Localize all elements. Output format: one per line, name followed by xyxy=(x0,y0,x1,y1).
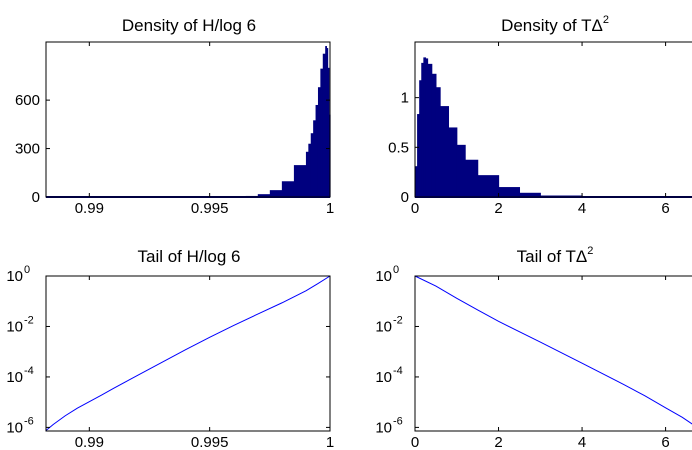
panel1-title: Density of H/log 6 xyxy=(122,16,256,35)
panel3-xtick-label: 0.99 xyxy=(75,434,104,450)
panel1-bar xyxy=(325,46,327,197)
panel3-ytick-exponent: -4 xyxy=(24,365,34,377)
panel3-ytick-label: 10 xyxy=(6,419,23,436)
panel1-bar xyxy=(317,87,321,197)
panel1-ytick-label: 300 xyxy=(15,141,40,158)
panel3-ytick-label: 10 xyxy=(6,268,23,285)
panel1-xtick-label: 1 xyxy=(326,200,334,217)
panel1-bar xyxy=(326,48,329,197)
panel4-xtick-label: 6 xyxy=(661,434,669,450)
panel2-xtick-label: 0 xyxy=(411,200,419,217)
panel4-title-delta: Δ xyxy=(576,247,587,266)
panel4-ytick-label: 10 xyxy=(375,268,392,285)
panel4-ytick-exponent: -2 xyxy=(393,314,403,326)
panel4-ytick-exponent: 0 xyxy=(393,264,399,276)
panel1-axes-box xyxy=(45,41,331,198)
panel1-ticks: 0.99 0.995 1 0 300 600 xyxy=(15,42,334,217)
panel1-bar xyxy=(322,53,326,198)
panel2-bar xyxy=(435,87,441,197)
panel3-xtick-label: 0.995 xyxy=(191,434,229,450)
panel2-bar xyxy=(415,166,418,197)
panel2-bar xyxy=(456,144,466,197)
panel4-ytick-exponent: -4 xyxy=(393,365,403,377)
panel3-ytick-label: 10 xyxy=(6,318,23,335)
panel3-line xyxy=(45,275,331,431)
panel2-bars xyxy=(415,57,692,198)
panel3-series-line xyxy=(45,275,331,431)
panel2-bar xyxy=(448,127,458,197)
panel4-ytick-label: 10 xyxy=(375,419,392,436)
panel4-line xyxy=(414,275,692,425)
panel4-title: Tail of TΔ2 xyxy=(517,245,594,266)
panel2-bar xyxy=(423,57,427,198)
panel2-bar xyxy=(498,187,521,197)
panel1-bar xyxy=(315,104,319,197)
panel1-bar xyxy=(320,68,324,197)
panel3-xtick-label: 1 xyxy=(326,434,334,450)
panel2-bar xyxy=(431,73,437,197)
panel4-xtick-label: 4 xyxy=(578,434,586,450)
panel2-bar xyxy=(477,175,500,197)
panel1-ytick-label: 600 xyxy=(15,92,40,109)
panel1-bar xyxy=(327,67,330,197)
panel1-xtick-label: 0.995 xyxy=(191,200,229,217)
panel1-bar xyxy=(293,165,307,197)
panel2-ytick-label: 0.5 xyxy=(388,139,409,156)
panel2-xtick-label: 2 xyxy=(494,200,502,217)
panel2-title-exp: 2 xyxy=(603,14,609,26)
panel4-xtick-label: 2 xyxy=(494,434,502,450)
panel2-ytick-label: 1 xyxy=(401,90,409,107)
panel2-bar xyxy=(440,106,450,197)
panel2-bar xyxy=(519,192,541,197)
panel4-xtick-label: 0 xyxy=(411,434,419,450)
panel3-axes-box xyxy=(45,275,331,432)
panel1-bar xyxy=(310,133,314,197)
panel1-bar xyxy=(257,194,271,197)
panel2-bar xyxy=(427,63,433,197)
panel3-ytick-exponent: -6 xyxy=(24,415,34,427)
panel4-ytick-exponent: -6 xyxy=(393,415,403,427)
panel2-bar xyxy=(421,62,424,198)
panel2-bar xyxy=(419,80,422,197)
panel1-bars xyxy=(46,46,331,198)
panel4-axes-box xyxy=(414,275,692,432)
panel4-title-main: Tail of T xyxy=(517,247,576,266)
panel1-bar xyxy=(305,151,309,197)
panel4-series-line xyxy=(414,275,692,425)
panel4-title-exp: 2 xyxy=(587,245,593,257)
panel2-bar xyxy=(465,159,479,197)
panel2-title-main: Density of T xyxy=(501,16,591,35)
panel3-ytick-exponent: 0 xyxy=(24,264,30,276)
panel3-ytick-exponent: -2 xyxy=(24,314,34,326)
panel2-axes-box xyxy=(414,41,692,198)
panel2-xtick-label: 6 xyxy=(661,200,669,217)
panel3-title: Tail of H/log 6 xyxy=(138,247,241,266)
panel2-title: Density of TΔ2 xyxy=(501,14,609,35)
panel1-ytick-label: 0 xyxy=(32,189,40,206)
panel1-bar xyxy=(308,143,312,197)
panel2-xtick-label: 4 xyxy=(578,200,586,217)
panel4-ytick-label: 10 xyxy=(375,318,392,335)
panel2-bar xyxy=(417,114,420,197)
panel2-ytick-label: 0 xyxy=(401,189,409,206)
panel2-bar xyxy=(425,58,429,197)
panel4-ytick-label: 10 xyxy=(375,369,392,386)
panel2-title-delta: Δ xyxy=(591,16,602,35)
panel1-xtick-label: 0.99 xyxy=(75,200,104,217)
panel1-bar xyxy=(313,120,317,197)
panel3-ytick-label: 10 xyxy=(6,369,23,386)
panel1-bar xyxy=(269,190,283,197)
panel1-bar xyxy=(281,181,295,197)
